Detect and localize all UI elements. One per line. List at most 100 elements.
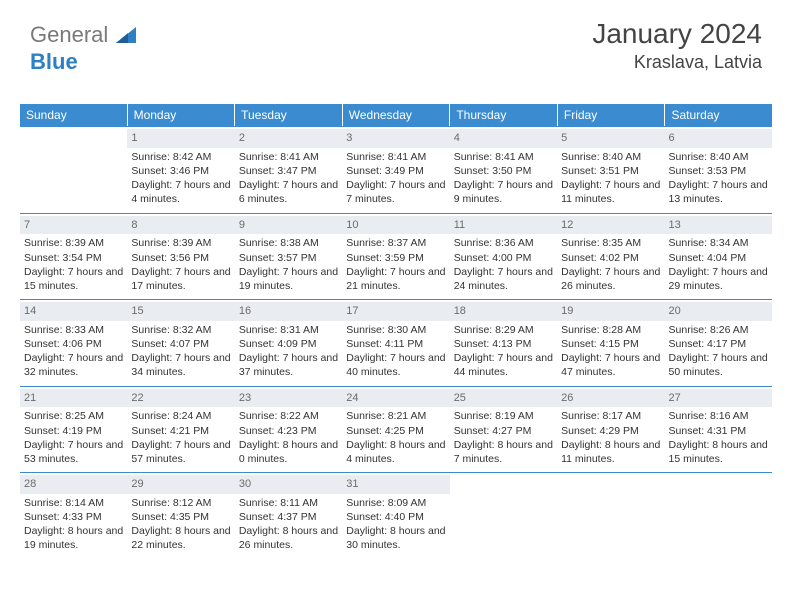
daylight-text: Daylight: 7 hours and 24 minutes. — [454, 265, 553, 293]
sunrise-text: Sunrise: 8:11 AM — [239, 496, 338, 510]
daylight-text: Daylight: 7 hours and 37 minutes. — [239, 351, 338, 379]
sunset-text: Sunset: 4:23 PM — [239, 424, 338, 438]
calendar-cell: 5Sunrise: 8:40 AMSunset: 3:51 PMDaylight… — [557, 126, 664, 213]
sunset-text: Sunset: 3:59 PM — [346, 251, 445, 265]
sunrise-text: Sunrise: 8:42 AM — [131, 150, 230, 164]
calendar-day-number: 26 — [557, 389, 664, 408]
sunrise-text: Sunrise: 8:39 AM — [24, 236, 123, 250]
calendar-cell: 8Sunrise: 8:39 AMSunset: 3:56 PMDaylight… — [127, 213, 234, 300]
calendar-day-header: Saturday — [665, 104, 772, 126]
sunset-text: Sunset: 3:47 PM — [239, 164, 338, 178]
calendar-day-number: 5 — [557, 129, 664, 148]
calendar-day-header: Friday — [558, 104, 666, 126]
sunset-text: Sunset: 4:21 PM — [131, 424, 230, 438]
calendar-day-number: 2 — [235, 129, 342, 148]
calendar-day-number: 10 — [342, 216, 449, 235]
sunset-text: Sunset: 3:50 PM — [454, 164, 553, 178]
calendar-week-row: .1Sunrise: 8:42 AMSunset: 3:46 PMDayligh… — [20, 126, 772, 213]
calendar-cell: 18 Sunrise: 8:29 AMSunset: 4:13 PMDayligh… — [450, 299, 557, 386]
calendar-week-row: 21Sunrise: 8:25 AMSunset: 4:19 PMDayligh… — [20, 386, 772, 473]
sunset-text: Sunset: 4:29 PM — [561, 424, 660, 438]
calendar-day-header: Wednesday — [343, 104, 451, 126]
calendar-day-number: 21 — [20, 389, 127, 408]
daylight-text: Daylight: 7 hours and 34 minutes. — [131, 351, 230, 379]
daylight-text: Daylight: 7 hours and 50 minutes. — [669, 351, 768, 379]
sunset-text: Sunset: 3:56 PM — [131, 251, 230, 265]
calendar-day-number: 23 — [235, 389, 342, 408]
calendar-cell: 24Sunrise: 8:21 AMSunset: 4:25 PMDayligh… — [342, 386, 449, 473]
sunset-text: Sunset: 4:00 PM — [454, 251, 553, 265]
sunrise-text: Sunrise: 8:28 AM — [561, 323, 660, 337]
calendar-day-number: 27 — [665, 389, 772, 408]
calendar-cell: 21Sunrise: 8:25 AMSunset: 4:19 PMDayligh… — [20, 386, 127, 473]
calendar-cell: 12Sunrise: 8:35 AMSunset: 4:02 PMDayligh… — [557, 213, 664, 300]
page-title: January 2024 — [592, 18, 762, 50]
sunrise-text: Sunrise: 8:29 AM — [454, 323, 553, 337]
sunrise-text: Sunrise: 8:14 AM — [24, 496, 123, 510]
sunset-text: Sunset: 4:15 PM — [561, 337, 660, 351]
sunset-text: Sunset: 4:13 PM — [454, 337, 553, 351]
sunrise-text: Sunrise: 8:41 AM — [346, 150, 445, 164]
daylight-text: Daylight: 7 hours and 53 minutes. — [24, 438, 123, 466]
sunset-text: Sunset: 4:09 PM — [239, 337, 338, 351]
calendar-day-number: 8 — [127, 216, 234, 235]
sunset-text: Sunset: 3:46 PM — [131, 164, 230, 178]
sunset-text: Sunset: 4:27 PM — [454, 424, 553, 438]
calendar-day-number: 19 — [557, 302, 664, 321]
logo-text-blue: Blue — [30, 49, 78, 74]
calendar-cell: 7Sunrise: 8:39 AMSunset: 3:54 PMDaylight… — [20, 213, 127, 300]
calendar-cell-empty: . — [20, 126, 127, 213]
daylight-text: Daylight: 7 hours and 26 minutes. — [561, 265, 660, 293]
calendar-day-number: 7 — [20, 216, 127, 235]
calendar-day-number: 28 — [20, 475, 127, 494]
daylight-text: Daylight: 7 hours and 57 minutes. — [131, 438, 230, 466]
daylight-text: Daylight: 7 hours and 44 minutes. — [454, 351, 553, 379]
sunrise-text: Sunrise: 8:19 AM — [454, 409, 553, 423]
calendar-day-number: 16 — [235, 302, 342, 321]
calendar-cell-empty: . — [557, 472, 664, 559]
sunset-text: Sunset: 4:37 PM — [239, 510, 338, 524]
daylight-text: Daylight: 7 hours and 7 minutes. — [346, 178, 445, 206]
calendar-cell: 4Sunrise: 8:41 AMSunset: 3:50 PMDaylight… — [450, 126, 557, 213]
sunset-text: Sunset: 3:49 PM — [346, 164, 445, 178]
calendar-day-header: Thursday — [450, 104, 558, 126]
calendar-day-number: 6 — [665, 129, 772, 148]
sunset-text: Sunset: 3:57 PM — [239, 251, 338, 265]
daylight-text: Daylight: 7 hours and 32 minutes. — [24, 351, 123, 379]
sunrise-text: Sunrise: 8:31 AM — [239, 323, 338, 337]
calendar-day-number: 24 — [342, 389, 449, 408]
sunrise-text: Sunrise: 8:37 AM — [346, 236, 445, 250]
sunrise-text: Sunrise: 8:41 AM — [239, 150, 338, 164]
sunrise-text: Sunrise: 8:24 AM — [131, 409, 230, 423]
sunrise-text: Sunrise: 8:40 AM — [669, 150, 768, 164]
sunrise-text: Sunrise: 8:30 AM — [346, 323, 445, 337]
sunset-text: Sunset: 4:11 PM — [346, 337, 445, 351]
calendar-day-number: 4 — [450, 129, 557, 148]
sunrise-text: Sunrise: 8:35 AM — [561, 236, 660, 250]
calendar-day-number: 9 — [235, 216, 342, 235]
daylight-text: Daylight: 8 hours and 15 minutes. — [669, 438, 768, 466]
daylight-text: Daylight: 7 hours and 15 minutes. — [24, 265, 123, 293]
daylight-text: Daylight: 7 hours and 21 minutes. — [346, 265, 445, 293]
calendar-cell: 31Sunrise: 8:09 AMSunset: 4:40 PMDayligh… — [342, 472, 449, 559]
calendar-day-number: 18 — [450, 302, 557, 321]
sunrise-text: Sunrise: 8:33 AM — [24, 323, 123, 337]
calendar-day-number: 14 — [20, 302, 127, 321]
sunrise-text: Sunrise: 8:25 AM — [24, 409, 123, 423]
sunrise-text: Sunrise: 8:16 AM — [669, 409, 768, 423]
calendar-cell: 28Sunrise: 8:14 AMSunset: 4:33 PMDayligh… — [20, 472, 127, 559]
sunrise-text: Sunrise: 8:38 AM — [239, 236, 338, 250]
calendar-cell: 25Sunrise: 8:19 AMSunset: 4:27 PMDayligh… — [450, 386, 557, 473]
calendar-cell: 17Sunrise: 8:30 AMSunset: 4:11 PMDayligh… — [342, 299, 449, 386]
daylight-text: Daylight: 7 hours and 4 minutes. — [131, 178, 230, 206]
logo-text-general: General — [30, 22, 108, 47]
calendar-grid: SundayMondayTuesdayWednesdayThursdayFrid… — [20, 104, 772, 559]
sunset-text: Sunset: 3:53 PM — [669, 164, 768, 178]
sunset-text: Sunset: 4:04 PM — [669, 251, 768, 265]
daylight-text: Daylight: 8 hours and 11 minutes. — [561, 438, 660, 466]
calendar-cell: 20Sunrise: 8:26 AMSunset: 4:17 PMDayligh… — [665, 299, 772, 386]
sunset-text: Sunset: 4:06 PM — [24, 337, 123, 351]
calendar-day-number: 22 — [127, 389, 234, 408]
calendar-day-number: 25 — [450, 389, 557, 408]
calendar-cell: 29Sunrise: 8:12 AMSunset: 4:35 PMDayligh… — [127, 472, 234, 559]
